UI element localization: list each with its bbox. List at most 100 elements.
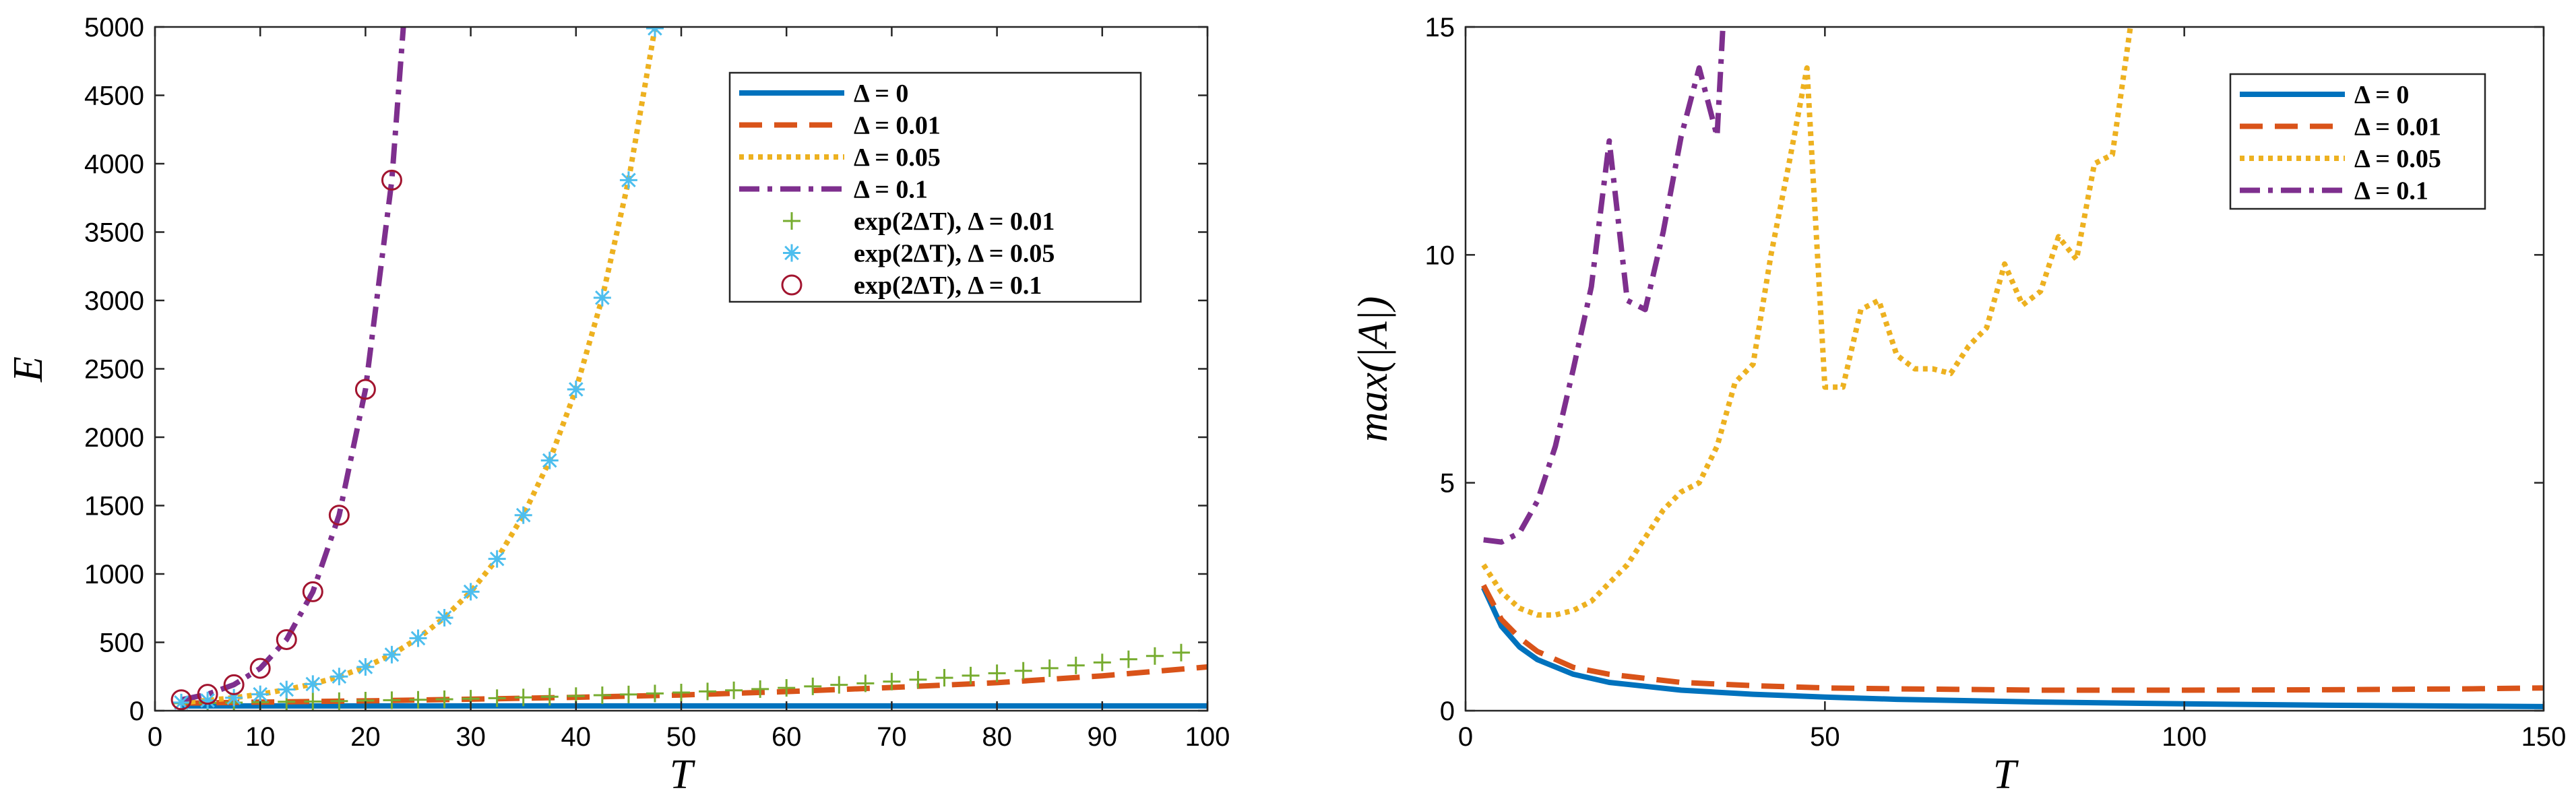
series-line-0	[1481, 586, 2544, 709]
y-axis-label: E	[5, 356, 51, 383]
data-point-series-4	[1067, 656, 1085, 674]
data-point-series-4	[883, 672, 901, 690]
data-point-series-4	[409, 690, 427, 709]
x-tick-label: 0	[148, 722, 162, 752]
series-line-2	[1481, 27, 2133, 618]
x-tick-label: 70	[877, 722, 907, 752]
x-tick-label: 50	[1810, 722, 1840, 752]
legend-label: Δ = 0.1	[854, 176, 928, 204]
chart-panel-max-amplitude: 0 50 100 150 0 5 10 15 T max(|A|) Δ = 0 Δ = 0.01…	[1350, 13, 2566, 798]
x-axis-label: T	[670, 752, 696, 798]
y-tick-label: 10	[1425, 240, 1455, 270]
y-tick-label: 2500	[84, 355, 144, 385]
data-point-series-4	[751, 680, 769, 698]
x-tick-label: 40	[561, 722, 592, 752]
series-line-3	[181, 27, 406, 703]
legend-marker	[781, 274, 803, 296]
data-point-series-5	[409, 629, 427, 647]
data-point-series-4	[909, 670, 927, 688]
x-tick-label: 60	[772, 722, 802, 752]
data-point-series-5	[435, 608, 453, 627]
data-point-series-5	[330, 668, 348, 686]
data-point-series-5	[540, 451, 559, 470]
x-axis-label: T	[1993, 752, 2019, 798]
data-point-series-4	[1040, 659, 1059, 677]
axes-box	[1464, 26, 2545, 712]
data-point-series-5	[514, 506, 532, 524]
x-tick-label: 10	[245, 722, 276, 752]
series-lines	[1481, 27, 2544, 709]
series-line-3	[1483, 27, 1726, 545]
data-point-series-4	[540, 688, 559, 706]
data-point-series-4	[488, 689, 506, 707]
data-point-series-4	[1145, 647, 1164, 665]
data-point-series-5	[278, 680, 296, 699]
axis-ticks: 0 10 20 30 40 50 60 70 80 90 100050010001500200025…	[84, 13, 1230, 752]
data-point-series-6	[302, 581, 323, 602]
data-point-series-4	[1093, 653, 1111, 672]
x-tick-label: 150	[2521, 722, 2567, 752]
data-point-series-5	[462, 583, 480, 601]
data-point-series-4	[435, 690, 453, 708]
axis-ticks: 0 50 100 150 0 5 10 15	[1425, 13, 2567, 752]
data-point-series-5	[356, 658, 375, 676]
data-point-series-4	[830, 676, 848, 694]
y-tick-label: 5000	[84, 13, 144, 42]
legend-label: Δ = 0.05	[2354, 145, 2441, 173]
legend-label: Δ = 0.05	[854, 143, 941, 172]
data-point-series-5	[383, 645, 401, 664]
legend-label: exp(2ΔT), Δ = 0.01	[854, 207, 1055, 236]
y-tick-label: 1500	[84, 492, 144, 521]
data-point-series-4	[619, 685, 637, 703]
data-point-series-6	[276, 629, 297, 650]
y-tick-label: 1000	[84, 560, 144, 589]
data-point-series-5	[593, 288, 611, 307]
data-point-series-4	[856, 674, 875, 693]
legend-label: Δ = 0.1	[2354, 177, 2428, 205]
x-tick-label: 30	[455, 722, 486, 752]
x-tick-label: 100	[2162, 722, 2207, 752]
data-point-series-5	[567, 380, 585, 398]
data-point-series-5	[488, 550, 506, 568]
data-point-series-4	[1172, 643, 1190, 662]
legend-label: exp(2ΔT), Δ = 0.05	[854, 240, 1055, 268]
data-point-series-6	[170, 689, 192, 711]
y-tick-label: 4000	[84, 150, 144, 179]
legend-marker	[783, 244, 800, 262]
series-line-1	[1481, 584, 2544, 693]
legend: Δ = 0 Δ = 0.01 Δ = 0.05 Δ = 0.1 exp(2ΔT), Δ …	[728, 71, 1142, 303]
data-point-series-4	[514, 688, 532, 707]
y-tick-label: 5	[1440, 469, 1455, 499]
legend-label: Δ = 0	[2354, 81, 2409, 109]
x-tick-label: 80	[982, 722, 1012, 752]
x-tick-label: 50	[666, 722, 697, 752]
data-point-series-6	[249, 657, 271, 679]
data-point-series-4	[593, 686, 611, 705]
data-point-series-4	[962, 666, 980, 684]
legend-label: exp(2ΔT), Δ = 0.1	[854, 271, 1042, 300]
chart-panel-energy: 0 10 20 30 40 50 60 70 80 90 100050010001500200025…	[5, 13, 1230, 798]
data-point-series-4	[804, 677, 822, 695]
legend-label: Δ = 0.01	[854, 112, 941, 140]
data-point-series-5	[251, 685, 270, 703]
data-point-series-6	[223, 674, 245, 695]
data-point-series-5	[304, 675, 322, 693]
y-tick-label: 4500	[84, 82, 144, 111]
data-point-series-5	[619, 171, 637, 189]
y-tick-label: 500	[99, 629, 144, 658]
x-tick-label: 100	[1185, 722, 1230, 752]
data-point-series-4	[646, 684, 664, 703]
data-point-series-4	[988, 664, 1006, 682]
y-tick-label: 0	[1440, 697, 1455, 726]
data-point-series-4	[778, 679, 796, 697]
data-point-series-6	[381, 169, 402, 191]
legend-label: Δ = 0.01	[2354, 113, 2441, 141]
y-tick-label: 3000	[84, 286, 144, 316]
legend-label: Δ = 0	[854, 79, 908, 108]
y-tick-label: 0	[129, 697, 144, 726]
data-point-series-6	[354, 379, 376, 400]
x-tick-label: 20	[350, 722, 381, 752]
y-tick-label: 2000	[84, 423, 144, 453]
data-point-series-4	[935, 669, 953, 687]
data-point-series-6	[197, 684, 218, 705]
